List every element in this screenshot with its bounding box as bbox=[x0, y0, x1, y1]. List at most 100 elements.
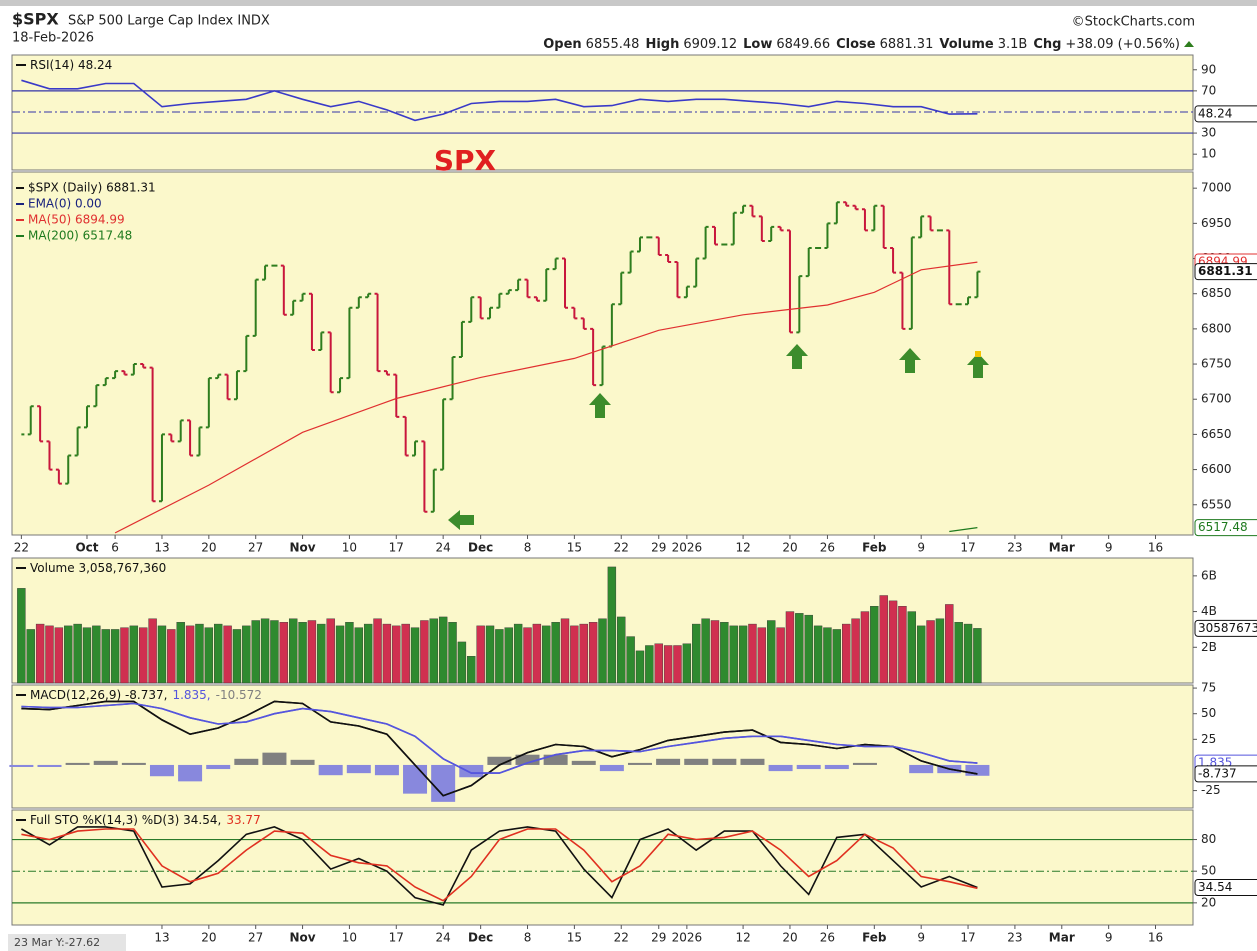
histogram-bar bbox=[346, 764, 371, 774]
volume-bar bbox=[429, 618, 438, 684]
price-bar bbox=[74, 426, 81, 457]
histogram-bar bbox=[459, 764, 484, 778]
volume-bar bbox=[579, 623, 588, 684]
histogram-bar bbox=[543, 754, 568, 765]
price-bar bbox=[702, 225, 709, 260]
volume-bar bbox=[101, 629, 110, 684]
price-bar bbox=[374, 292, 381, 373]
price-bar bbox=[965, 296, 972, 306]
histogram-bar bbox=[178, 764, 203, 782]
x-tick-label: 20 bbox=[201, 931, 216, 945]
legend-entry: MA(200) 6517.48 bbox=[28, 229, 132, 243]
price-bar bbox=[308, 292, 315, 351]
volume-bar bbox=[635, 650, 645, 684]
volume-bar bbox=[954, 622, 963, 684]
x-tick-label: Feb bbox=[862, 541, 887, 555]
x-tick-label: Nov bbox=[290, 931, 316, 945]
x-tick-label: Mar bbox=[1049, 541, 1075, 555]
price-bar bbox=[562, 257, 569, 309]
volume-bar bbox=[701, 618, 710, 684]
moving-average bbox=[114, 261, 978, 534]
volume-bar bbox=[420, 620, 429, 684]
price-bar bbox=[833, 201, 840, 225]
histogram-bar bbox=[149, 764, 174, 777]
volume-bar bbox=[204, 627, 214, 684]
volume-bar bbox=[748, 623, 757, 684]
volume-bar bbox=[185, 625, 195, 684]
price-bar bbox=[693, 257, 700, 288]
arrow bbox=[786, 344, 808, 369]
value-box bbox=[1194, 619, 1257, 637]
histogram-bar bbox=[684, 758, 709, 765]
price-bar bbox=[252, 278, 259, 337]
volume-bar bbox=[532, 623, 542, 684]
price-bar bbox=[777, 225, 784, 232]
x-tick-label: 16 bbox=[1148, 541, 1163, 555]
price-bar bbox=[946, 229, 953, 306]
price-bar bbox=[187, 419, 194, 457]
price-bar bbox=[974, 270, 981, 299]
price-bar bbox=[65, 454, 72, 485]
quote-value: 6849.66 bbox=[776, 37, 830, 52]
x-tick-label: 22 bbox=[614, 541, 629, 555]
price-bar bbox=[102, 377, 109, 387]
index-name: S&P 500 Large Cap Index INDX bbox=[68, 14, 270, 29]
price-bar bbox=[83, 405, 90, 429]
quote-label: Open bbox=[543, 37, 581, 52]
volume-bar bbox=[523, 627, 532, 684]
marker bbox=[975, 351, 981, 357]
histogram-bar bbox=[37, 764, 62, 767]
volume-bar bbox=[916, 625, 926, 684]
price-bar bbox=[515, 278, 522, 292]
volume-bar bbox=[120, 627, 129, 684]
price-bar bbox=[412, 440, 419, 457]
histogram-bar bbox=[656, 758, 681, 765]
panel bbox=[11, 684, 1194, 809]
value-box bbox=[1194, 263, 1257, 281]
price-bar bbox=[46, 440, 53, 471]
volume-bar bbox=[438, 616, 448, 684]
arrow bbox=[899, 348, 921, 373]
volume-bar bbox=[692, 623, 701, 684]
symbol: $SPX bbox=[12, 10, 59, 29]
legend: MACD(12,26,9) -8.737, 1.835, -10.572 bbox=[30, 688, 262, 702]
volume-bar bbox=[139, 627, 148, 684]
x-tick-label: 17 bbox=[389, 931, 404, 945]
x-tick-label: 9 bbox=[1105, 541, 1113, 555]
x-tick-label: 10 bbox=[342, 541, 357, 555]
x-tick-label: 10 bbox=[342, 931, 357, 945]
price-bar bbox=[871, 204, 878, 232]
price-bar bbox=[908, 236, 915, 330]
line bbox=[21, 700, 978, 797]
price-bar bbox=[618, 271, 625, 306]
volume-bar bbox=[654, 643, 663, 684]
price-bar bbox=[899, 271, 906, 330]
quote-label: Volume bbox=[939, 37, 994, 52]
price-bar bbox=[477, 296, 484, 320]
x-tick-label: 27 bbox=[248, 931, 263, 945]
price-bar bbox=[796, 275, 803, 334]
value-box bbox=[1194, 879, 1257, 897]
volume-bar bbox=[888, 600, 898, 684]
price-bar bbox=[590, 327, 597, 387]
histogram-bar bbox=[234, 758, 259, 765]
volume-bar bbox=[617, 616, 626, 684]
price-bar bbox=[37, 405, 44, 443]
price-bar bbox=[196, 426, 203, 457]
x-tick-label: 13 bbox=[154, 931, 169, 945]
price-bar bbox=[430, 468, 437, 513]
volume-bar bbox=[232, 629, 242, 684]
price-bar bbox=[93, 384, 100, 408]
value-box bbox=[1194, 765, 1257, 783]
volume-bar bbox=[354, 627, 364, 684]
y-tick-label: 50 bbox=[1201, 706, 1216, 720]
x-tick-label: 2026 bbox=[672, 931, 703, 945]
value-box-label: 3058767360 bbox=[1198, 621, 1257, 635]
volume-bar bbox=[373, 618, 382, 684]
legend-entry: $SPX (Daily) 6881.31 bbox=[28, 181, 156, 195]
volume-bar bbox=[382, 623, 392, 684]
y-tick-label: 6800 bbox=[1201, 321, 1232, 335]
price-bar bbox=[758, 215, 765, 242]
